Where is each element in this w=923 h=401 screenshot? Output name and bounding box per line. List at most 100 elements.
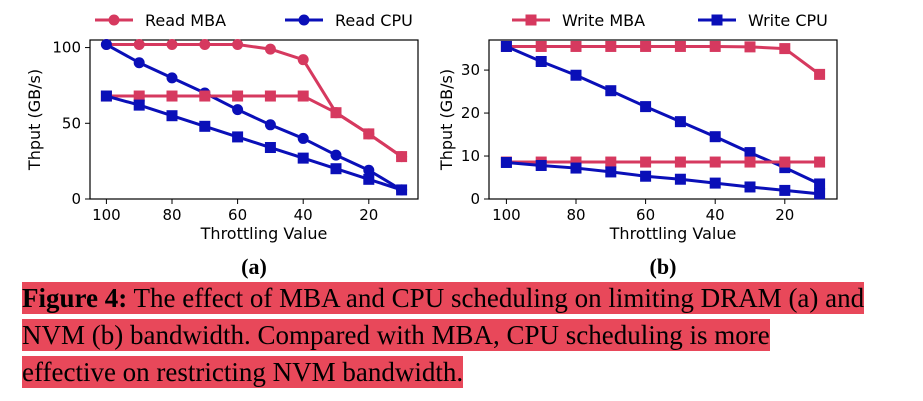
data-point	[535, 40, 547, 52]
data-point	[605, 85, 617, 97]
data-point	[605, 40, 617, 52]
data-point	[674, 173, 686, 185]
data-point	[674, 156, 686, 168]
data-point	[133, 39, 145, 51]
data-point	[779, 43, 791, 55]
x-axis-label: Throttling Value	[609, 224, 737, 243]
data-point	[166, 72, 178, 84]
x-tick-label: 40	[294, 206, 313, 224]
x-tick-label: 20	[775, 206, 794, 224]
data-point	[363, 173, 375, 185]
series-line	[506, 44, 821, 76]
data-point	[640, 101, 652, 113]
data-point	[779, 184, 791, 196]
series-line	[506, 160, 820, 196]
data-point	[814, 178, 826, 190]
data-point	[264, 90, 276, 102]
data-point	[264, 142, 276, 154]
data-point	[330, 163, 342, 175]
y-tick-label: 0	[71, 190, 81, 208]
data-point	[199, 90, 211, 102]
data-point	[779, 162, 791, 174]
data-point	[570, 69, 582, 81]
y-axis-label: Thput (GB/s)	[25, 69, 44, 171]
data-point	[674, 40, 686, 52]
x-axis-label: Throttling Value	[200, 224, 328, 243]
x-tick-label: 80	[162, 206, 181, 224]
data-point	[500, 156, 512, 168]
data-point	[535, 55, 547, 67]
figure-4-charts: 100 80 60 40 20 0 50 100 Throttling Value Thput (…	[25, 11, 838, 279]
chart-panel-b: 100 80 60 40 20 0 10 20 30 Throttling Value Thput …	[437, 11, 838, 279]
data-point	[500, 40, 512, 52]
data-point	[396, 184, 408, 196]
figure-caption: Figure 4: The effect of MBA and CPU sche…	[22, 280, 867, 391]
series-line	[106, 43, 403, 158]
data-point	[396, 151, 408, 163]
data-point	[330, 107, 342, 119]
y-tick-label: 50	[62, 114, 81, 132]
legend-marker	[108, 14, 120, 26]
data-point	[570, 162, 582, 174]
y-tick-label: 20	[461, 104, 480, 122]
x-tick-label: 60	[636, 206, 655, 224]
legend-label: Write MBA	[562, 11, 645, 30]
data-point	[814, 156, 826, 168]
series-4	[100, 90, 408, 196]
data-point	[330, 149, 342, 161]
caption-text: The effect of MBA and CPU scheduling on …	[22, 283, 865, 387]
data-point	[709, 156, 721, 168]
legend-entry: Read MBA	[95, 11, 226, 30]
data-point	[264, 43, 276, 55]
data-point	[709, 131, 721, 143]
chart-panel-a: 100 80 60 40 20 0 50 100 Throttling Value Thput (…	[25, 11, 419, 279]
data-point	[232, 131, 244, 143]
data-point	[199, 120, 211, 132]
series-line	[105, 43, 403, 192]
series-line	[505, 45, 821, 186]
data-point	[363, 128, 375, 140]
series-4	[500, 156, 826, 200]
series-line	[106, 94, 403, 158]
data-point	[297, 132, 309, 144]
series-2	[100, 39, 408, 196]
data-point	[709, 177, 721, 189]
y-axis-label: Thput (GB/s)	[437, 69, 456, 171]
legend-entry: Write MBA	[512, 11, 645, 30]
data-point	[535, 159, 547, 171]
legend-marker	[525, 14, 537, 26]
legend-entry: Write CPU	[698, 11, 828, 30]
data-point	[363, 164, 375, 176]
plot-frame	[89, 39, 419, 200]
data-point	[640, 156, 652, 168]
data-point	[264, 119, 276, 131]
x-tick-label: 100	[92, 206, 121, 224]
subfigure-label: (b)	[650, 254, 677, 279]
data-point	[779, 156, 791, 168]
legend-marker	[711, 14, 723, 26]
legend-marker	[298, 14, 310, 26]
y-tick-label: 30	[461, 61, 480, 79]
data-point	[166, 110, 178, 122]
data-point	[744, 41, 756, 53]
data-point	[199, 39, 211, 51]
x-tick-label: 100	[492, 206, 521, 224]
data-point	[100, 39, 112, 51]
data-point	[674, 116, 686, 128]
data-point	[297, 90, 309, 102]
data-point	[814, 68, 826, 80]
data-point	[640, 40, 652, 52]
data-point	[570, 40, 582, 52]
x-tick-label: 60	[228, 206, 247, 224]
data-point	[297, 54, 309, 66]
data-point	[166, 39, 178, 51]
y-tick-label: 0	[470, 190, 480, 208]
data-point	[133, 57, 145, 69]
series-2	[500, 40, 826, 190]
legend-entry: Read CPU	[285, 11, 413, 30]
data-point	[133, 90, 145, 102]
data-point	[232, 104, 244, 116]
data-point	[744, 156, 756, 168]
data-point	[297, 152, 309, 164]
y-tick-label: 100	[52, 39, 81, 57]
